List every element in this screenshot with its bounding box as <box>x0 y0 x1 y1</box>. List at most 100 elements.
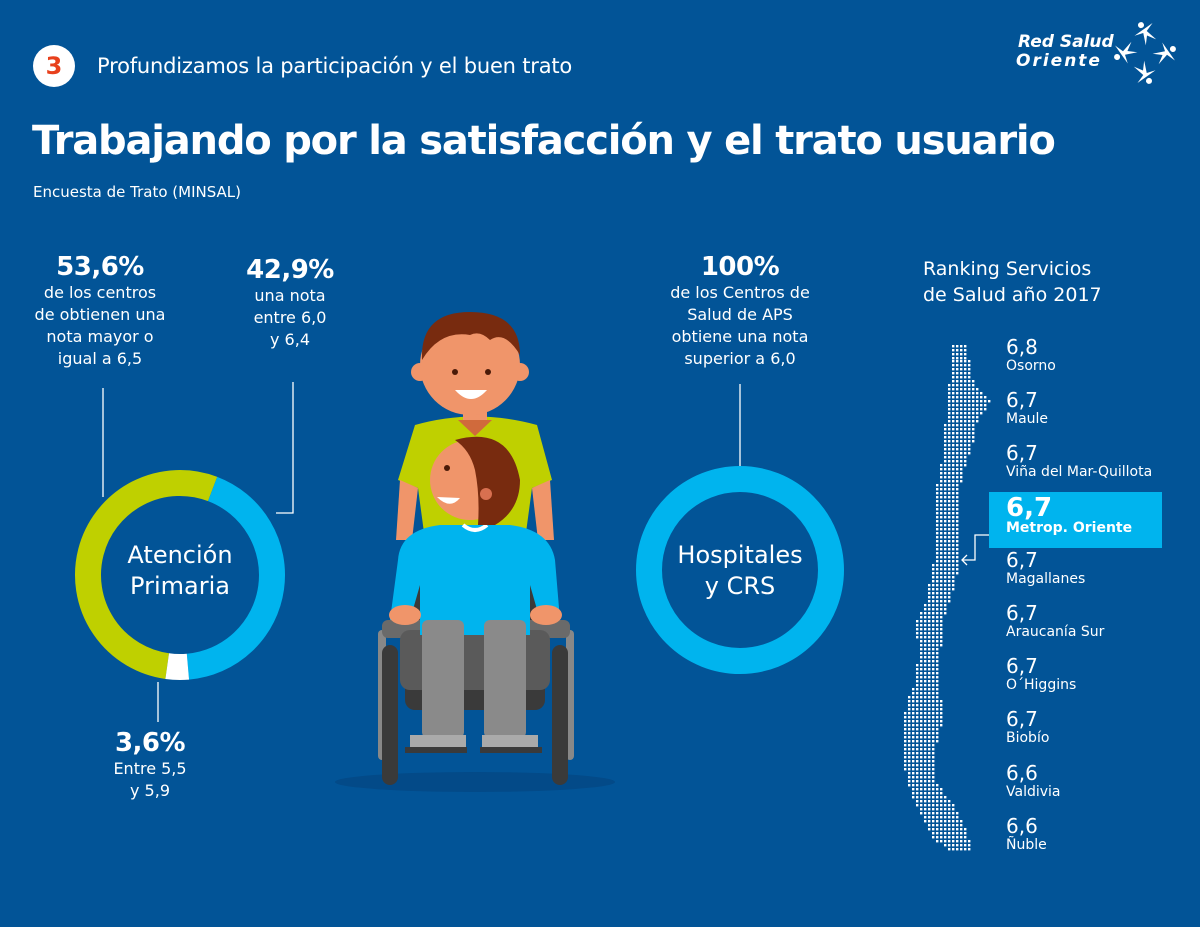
map-dot <box>928 760 931 763</box>
map-dot <box>928 608 931 611</box>
map-dot <box>952 500 955 503</box>
map-dot <box>924 668 927 671</box>
map-dot <box>960 357 963 360</box>
map-dot <box>928 780 931 783</box>
map-dot <box>960 836 963 839</box>
map-dot <box>940 552 943 555</box>
map-dot <box>948 848 951 851</box>
map-dot <box>952 364 955 367</box>
map-dot <box>908 708 911 711</box>
map-dot <box>920 800 923 803</box>
map-dot <box>932 648 935 651</box>
map-dot <box>956 520 959 523</box>
map-dot <box>904 748 907 751</box>
map-dot <box>928 764 931 767</box>
map-dot <box>948 448 951 451</box>
map-dot <box>928 768 931 771</box>
map-dot <box>928 800 931 803</box>
map-dot <box>940 524 943 527</box>
map-dot <box>948 492 951 495</box>
map-dot <box>956 820 959 823</box>
map-dot <box>952 412 955 415</box>
map-dot <box>980 412 983 415</box>
map-dot <box>924 684 927 687</box>
logo-text-line1: Red Salud <box>1018 32 1114 52</box>
map-dot <box>972 432 975 435</box>
map-dot <box>924 708 927 711</box>
map-dot <box>908 720 911 723</box>
map-dot <box>920 736 923 739</box>
map-dot <box>956 428 959 431</box>
map-dot <box>940 588 943 591</box>
map-dot <box>944 540 947 543</box>
map-dot <box>932 572 935 575</box>
map-dot <box>928 748 931 751</box>
map-dot <box>932 776 935 779</box>
map-dot <box>920 716 923 719</box>
map-dot <box>908 768 911 771</box>
map-dot <box>960 372 963 375</box>
map-dot <box>944 612 947 615</box>
map-dot <box>956 812 959 815</box>
map-dot <box>932 620 935 623</box>
map-dot <box>936 672 939 675</box>
map-dot <box>952 436 955 439</box>
map-dot <box>940 480 943 483</box>
map-dot <box>940 840 943 843</box>
map-dot <box>964 360 967 363</box>
map-dot <box>956 412 959 415</box>
map-dot <box>944 576 947 579</box>
map-dot <box>948 388 951 391</box>
map-dot <box>944 552 947 555</box>
map-dot <box>956 404 959 407</box>
map-dot <box>908 740 911 743</box>
map-dot <box>980 408 983 411</box>
map-dot <box>924 816 927 819</box>
map-dot <box>940 816 943 819</box>
map-dot <box>920 668 923 671</box>
map-dot <box>956 504 959 507</box>
map-dot <box>956 508 959 511</box>
map-dot <box>936 644 939 647</box>
map-dot <box>916 724 919 727</box>
map-dot <box>948 396 951 399</box>
map-dot <box>916 668 919 671</box>
map-dot <box>948 840 951 843</box>
map-dot <box>952 512 955 515</box>
map-dot <box>920 660 923 663</box>
map-dot <box>924 800 927 803</box>
ranking-title: Ranking Servicios de Salud año 2017 <box>923 256 1102 308</box>
map-dot <box>944 508 947 511</box>
map-dot <box>952 808 955 811</box>
map-dot <box>932 632 935 635</box>
map-dot <box>940 544 943 547</box>
map-dot <box>924 700 927 703</box>
map-dot <box>964 428 967 431</box>
ranking-service-name: Ñuble <box>1006 836 1047 853</box>
map-dot <box>932 740 935 743</box>
map-dot <box>912 732 915 735</box>
chile-map-icon <box>904 345 991 851</box>
map-dot <box>916 780 919 783</box>
map-dot <box>924 624 927 627</box>
map-dot <box>936 828 939 831</box>
map-dot <box>956 372 959 375</box>
map-dot <box>940 604 943 607</box>
map-dot <box>960 349 963 352</box>
map-dot <box>948 496 951 499</box>
donut-atencion-primaria <box>75 470 285 680</box>
map-dot <box>928 628 931 631</box>
map-dot <box>936 484 939 487</box>
map-dot <box>916 676 919 679</box>
map-dot <box>956 357 959 360</box>
map-dot <box>952 480 955 483</box>
map-dot <box>944 800 947 803</box>
map-dot <box>972 400 975 403</box>
map-dot <box>944 548 947 551</box>
map-dot <box>932 564 935 567</box>
map-dot <box>932 716 935 719</box>
map-dot <box>908 784 911 787</box>
map-dot <box>908 716 911 719</box>
map-dot <box>948 464 951 467</box>
ranking-service-name: Biobío <box>1006 730 1050 747</box>
